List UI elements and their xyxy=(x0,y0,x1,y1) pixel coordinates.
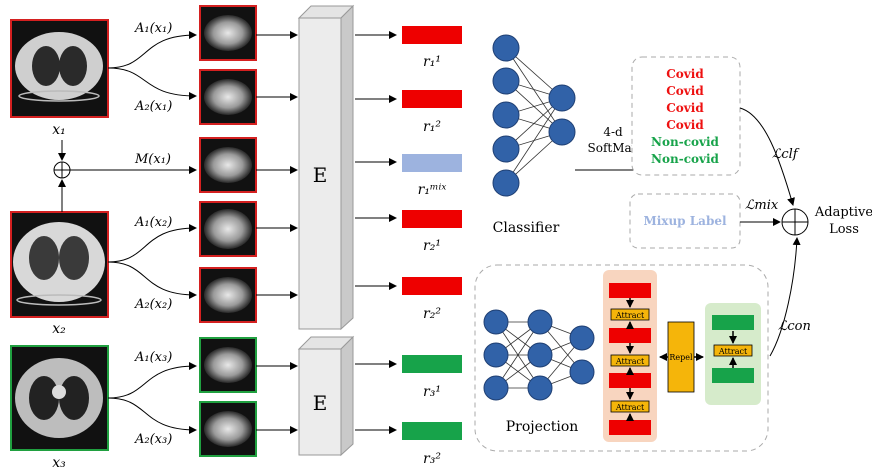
prediction-5: Non-covid xyxy=(651,135,720,149)
encoder-label-bottom: E xyxy=(313,391,328,415)
softmax-line2: SoftMax xyxy=(588,141,639,155)
encoder-block-top: E xyxy=(297,4,355,331)
aug-label-a1x2: A₁(x₂) xyxy=(134,215,172,230)
classifier-node xyxy=(492,135,520,163)
loss-con-label: ℒcon xyxy=(778,319,811,334)
aug-label-mx1: M(x₁) xyxy=(134,152,171,167)
projection-label: Projection xyxy=(506,419,579,435)
classifier-node xyxy=(548,118,576,146)
rep-bar-r3-2 xyxy=(402,422,462,440)
loss-clf-label: ℒclf xyxy=(772,147,800,162)
rep-label-r2-2: r₂² xyxy=(423,306,441,322)
projection-node xyxy=(483,342,509,368)
rep-label-r2-1: r₂¹ xyxy=(423,238,441,254)
projection-node xyxy=(527,375,553,401)
classifier-node xyxy=(492,169,520,197)
prediction-1: Covid xyxy=(666,67,704,81)
mixup-plus-icon xyxy=(53,161,71,179)
mixup-label-box xyxy=(629,193,741,249)
rep-label-r1-mix: r₁ᵐⁱˣ xyxy=(418,182,447,198)
aug-label-a1x3: A₁(x₃) xyxy=(134,350,172,365)
rep-bar-r1-2 xyxy=(402,90,462,108)
aug-label-a2x2: A₂(x₂) xyxy=(134,297,172,312)
adaptive-loss-line2: Loss xyxy=(829,222,859,237)
attract-label-3: Attract xyxy=(615,403,645,412)
projection-node xyxy=(527,309,553,335)
classifier-node xyxy=(492,34,520,62)
label-x1: x₁ xyxy=(52,122,66,138)
classifier-network xyxy=(492,34,576,197)
thumb-a1x1 xyxy=(199,5,257,61)
rep-bar-r2-1 xyxy=(402,210,462,228)
thumb-a1x2 xyxy=(199,201,257,257)
rep-label-r1-2: r₁² xyxy=(423,119,441,135)
classifier-node xyxy=(492,67,520,95)
prediction-4: Covid xyxy=(666,118,704,132)
adaptive-loss-line1: Adaptive xyxy=(814,205,872,220)
projection-node xyxy=(527,342,553,368)
projection-node xyxy=(483,375,509,401)
adaptive-loss-plus-icon xyxy=(781,208,809,236)
thumb-a2x3 xyxy=(199,401,257,457)
mixup-label: Mixup Label xyxy=(643,214,727,228)
label-x3: x₃ xyxy=(52,455,66,471)
prediction-6: Non-covid xyxy=(651,152,720,166)
attract-column-covid: Attract Attract Attract xyxy=(603,270,657,442)
projection-network xyxy=(483,309,595,401)
rep-label-r3-2: r₃² xyxy=(423,451,441,467)
encoder-block-bottom: E xyxy=(297,335,355,457)
softmax-line1: 4-d xyxy=(603,125,623,139)
ct-image-x3 xyxy=(10,345,109,451)
projection-node xyxy=(569,325,595,351)
prediction-2: Covid xyxy=(666,84,704,98)
repel-label: Repel xyxy=(669,353,693,362)
repel-block: Repel xyxy=(659,321,704,393)
classifier-node xyxy=(492,101,520,129)
rep-bar-r1-mix xyxy=(402,154,462,172)
thumb-a2x1 xyxy=(199,69,257,125)
attract-label-2: Attract xyxy=(615,357,645,366)
label-x2: x₂ xyxy=(52,321,66,337)
rep-bar-r1-1 xyxy=(402,26,462,44)
classifier-node xyxy=(548,84,576,112)
classifier-label: Classifier xyxy=(493,220,560,236)
aug-label-a1x1: A₁(x₁) xyxy=(134,21,172,36)
rep-bar-r2-2 xyxy=(402,277,462,295)
rep-label-r3-1: r₃¹ xyxy=(423,384,441,400)
aug-label-a2x1: A₂(x₁) xyxy=(134,99,172,114)
loss-mix-label: ℒmix xyxy=(745,198,779,213)
projection-node xyxy=(483,309,509,335)
ct-image-x2 xyxy=(10,211,109,318)
thumb-mx1 xyxy=(199,137,257,193)
predictions-box xyxy=(631,56,741,176)
rep-bar-r3-1 xyxy=(402,355,462,373)
projection-node xyxy=(569,359,595,385)
aug-label-a2x3: A₂(x₃) xyxy=(134,432,172,447)
augmented-thumbnails xyxy=(199,5,257,457)
prediction-3: Covid xyxy=(666,101,704,115)
attract-column-noncovid: Attract xyxy=(705,303,761,405)
thumb-a1x3 xyxy=(199,337,257,393)
encoder-label-top: E xyxy=(313,163,328,187)
attract-label-1: Attract xyxy=(615,311,645,320)
ct-image-x1 xyxy=(10,19,109,118)
attract-label-4: Attract xyxy=(718,347,748,356)
rep-label-r1-1: r₁¹ xyxy=(423,54,441,70)
thumb-a2x2 xyxy=(199,267,257,323)
